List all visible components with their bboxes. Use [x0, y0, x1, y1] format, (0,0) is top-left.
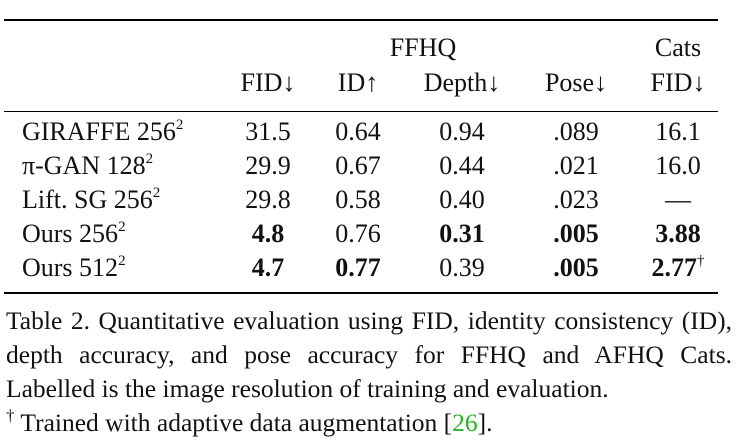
row-method-label: Ours 5122 — [22, 253, 126, 282]
table-cell: 2.77† — [651, 253, 705, 282]
footnote-text: Trained with adaptive data augmentation … — [14, 408, 453, 437]
group-header-cats: Cats — [654, 33, 702, 62]
table-cell: 16.1 — [655, 117, 701, 146]
table-header-rule — [4, 111, 718, 112]
column-header-depth: Depth↓ — [423, 68, 501, 97]
row-method-label: Ours 2562 — [22, 219, 126, 248]
caption-footnote: † Trained with adaptive data augmentatio… — [6, 406, 732, 440]
caption-text: Table 2. Quantitative evaluation using F… — [6, 306, 732, 403]
citation-link[interactable]: 26 — [452, 408, 478, 437]
table-cell: .089 — [553, 117, 599, 146]
table-cell: 0.31 — [439, 219, 485, 248]
column-header-fid: FID↓ — [240, 68, 296, 97]
row-method-label: GIRAFFE 2562 — [22, 117, 184, 146]
table-bottom-rule — [4, 292, 718, 294]
table-cell: 29.9 — [245, 151, 291, 180]
row-method-label: π-GAN 1282 — [22, 151, 154, 180]
group-header-ffhq: FFHQ — [389, 33, 457, 62]
table-cell: 0.94 — [439, 117, 485, 146]
table-cell: 0.67 — [335, 151, 381, 180]
table-cell: .021 — [553, 151, 599, 180]
table-cell: 0.76 — [335, 219, 381, 248]
table-top-rule — [4, 19, 718, 21]
table-cell: 16.0 — [655, 151, 701, 180]
table-cell: 0.39 — [439, 253, 485, 282]
row-method-label: Lift. SG 2562 — [22, 185, 161, 214]
table-cell: — — [665, 185, 691, 214]
table-cell: 0.40 — [439, 185, 485, 214]
table-cell: 0.44 — [439, 151, 485, 180]
table-cell: 4.7 — [251, 253, 285, 282]
column-header-pose: Pose↓ — [544, 68, 608, 97]
table-cell: .005 — [553, 219, 599, 248]
table-cell: 31.5 — [245, 117, 291, 146]
footnote-dagger: † — [6, 406, 15, 425]
table-cell: .023 — [553, 185, 599, 214]
table-cell: .005 — [553, 253, 599, 282]
table-cell: 0.77 — [335, 253, 381, 282]
table-caption: Table 2. Quantitative evaluation using F… — [6, 304, 732, 440]
table-cell: 3.88 — [655, 219, 701, 248]
table-cell: 0.64 — [335, 117, 381, 146]
footnote-text-end: ]. — [477, 408, 493, 437]
table-cell: 29.8 — [245, 185, 291, 214]
table-cell: 4.8 — [251, 219, 285, 248]
column-header-cats-fid: FID↓ — [650, 68, 706, 97]
table-cell: 0.58 — [335, 185, 381, 214]
column-header-id: ID↑ — [337, 68, 379, 97]
